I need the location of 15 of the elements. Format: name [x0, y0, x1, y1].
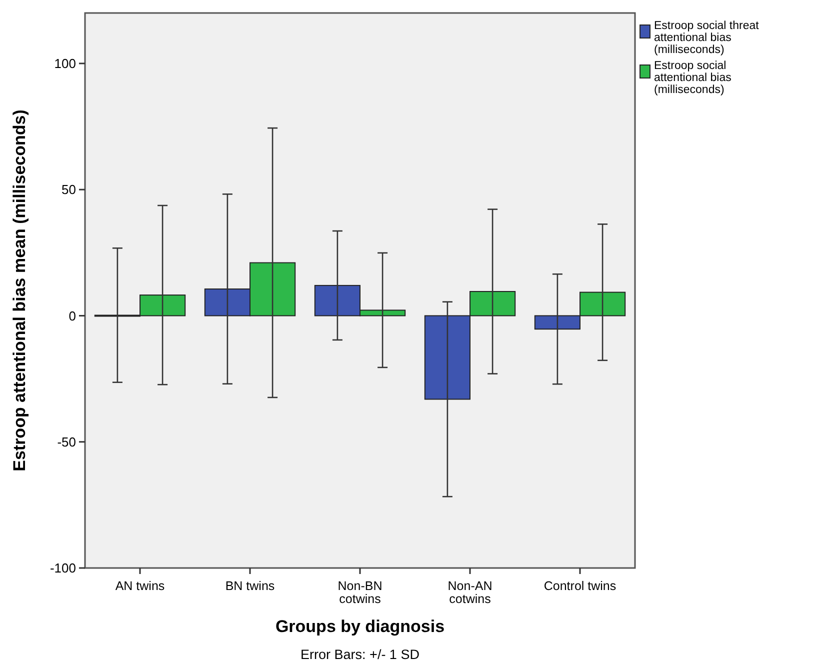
y-axis-title: Estroop attentional bias mean (milliseconds) [10, 110, 29, 472]
legend-label: Estroop social threat attentional bias (milliseconds) [654, 20, 760, 56]
x-tick-label: BN twins [225, 579, 275, 593]
text: Error Bars: +/- 1 SD [300, 647, 420, 662]
x-tick-label: Control twins [544, 579, 616, 593]
x-axis-title: Groups by diagnosis [275, 617, 445, 636]
y-tick-label: -50 [57, 434, 76, 450]
legend-label: Estroop social attentional bias (milliseconds) [654, 60, 732, 96]
x-tick-label: AN twins [115, 579, 165, 593]
x-tick-label: Non-BN cotwins [338, 579, 382, 606]
y-tick-label: 0 [68, 308, 76, 324]
y-tick-label: 50 [62, 182, 76, 198]
x-tick-label: Non-AN cotwins [448, 579, 492, 606]
y-tick-label: -100 [50, 560, 76, 576]
y-tick-label: 100 [54, 56, 76, 72]
